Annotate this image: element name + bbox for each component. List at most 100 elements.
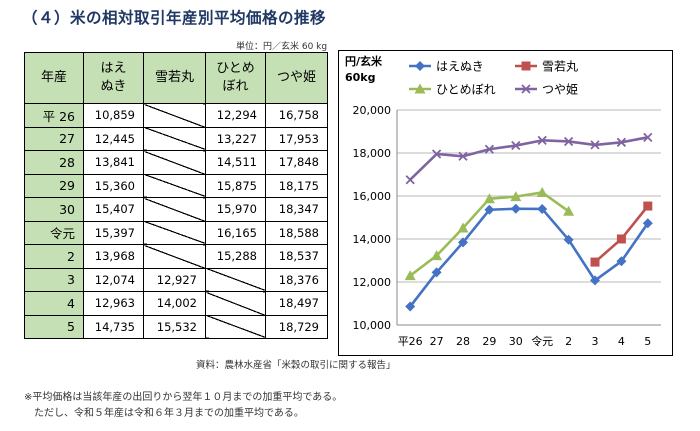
tsuyahime-cell: 18,588 [265, 220, 328, 245]
year-cell: 2 [24, 244, 84, 269]
data-point [616, 137, 627, 147]
haenuki-cell: 13,968 [83, 244, 144, 269]
series-line [409, 136, 649, 181]
data-point [563, 136, 574, 147]
year-cell: 5 [24, 314, 84, 339]
year-cell: 令元 [24, 220, 84, 245]
y-tick-label: 18,000 [353, 147, 392, 160]
data-point [431, 149, 442, 159]
unit-note: 単位：円／玄米 60 kg [236, 42, 328, 52]
hitomebore-cell [205, 314, 266, 339]
hitomebore-cell: 13,227 [205, 126, 266, 151]
data-point [537, 135, 547, 145]
data-point [510, 191, 522, 202]
x-tick-label: 30 [509, 335, 523, 348]
data-point [616, 256, 627, 267]
x-tick-label: 28 [456, 335, 470, 348]
y-tick-label: 12,000 [353, 276, 392, 289]
series-line [409, 207, 649, 308]
year-cell: 4 [24, 291, 84, 316]
table-row: 3 12,074 12,927 18,376 [24, 267, 328, 292]
source-note: 資料：農林水産省「米穀の取引に関する報告」 [196, 360, 396, 371]
table-row: 30 15,407 15,970 18,347 [24, 197, 328, 222]
year-cell: 28 [24, 150, 84, 175]
tsuyahime-cell: 18,175 [265, 173, 328, 198]
x-tick-label: 3 [592, 335, 599, 348]
haenuki-cell: 12,074 [83, 267, 144, 292]
table-row: 29 15,360 15,875 18,175 [24, 173, 328, 198]
yukiwakamaru-cell: 15,532 [143, 314, 206, 339]
y-tick-label: 20,000 [353, 104, 392, 117]
data-point [483, 193, 495, 204]
yukiwakamaru-cell: 14,002 [143, 291, 206, 316]
yukiwakamaru-cell [143, 173, 206, 198]
data-point [590, 275, 600, 286]
price-table: 年産 はえ ぬき 雪若丸 ひとめ ぼれ つや姫 平 26 10,859 12,294 16… [24, 52, 328, 339]
chart-svg: 円/玄米 60kg 10,000 12,000 14,000 16,000 18,000 20… [345, 54, 661, 348]
x-tick-label: 令元 [531, 334, 553, 348]
haenuki-cell: 10,859 [83, 103, 144, 128]
year-cell: 27 [24, 126, 84, 151]
data-point [521, 61, 531, 71]
legend-label: はえぬき [436, 60, 484, 74]
data-point [484, 144, 495, 154]
table-row: 5 14,735 15,532 18,729 [24, 314, 328, 339]
data-point [404, 270, 416, 281]
data-point [484, 204, 495, 215]
tsuyahime-cell: 18,729 [265, 314, 328, 339]
data-point [414, 83, 426, 94]
yukiwakamaru-cell [143, 126, 206, 151]
yukiwakamaru-cell [143, 220, 206, 245]
table-row: 令元 15,397 16,165 18,588 [24, 220, 328, 245]
hitomebore-cell: 15,970 [205, 197, 266, 222]
page-title: （４）米の相対取引年産別平均価格の推移 [22, 9, 327, 27]
y-axis-title: 60kg [345, 71, 376, 84]
hitomebore-cell [205, 291, 266, 316]
tsuyahime-cell: 18,347 [265, 197, 328, 222]
tsuyahime-cell: 17,848 [265, 150, 328, 175]
x-tick-label: 平26 [398, 335, 423, 348]
haenuki-cell: 13,841 [83, 150, 144, 175]
data-point [405, 175, 415, 185]
hitomebore-cell: 12,294 [205, 103, 266, 128]
table-row: 平 26 10,859 12,294 16,758 [24, 103, 328, 128]
data-point [511, 140, 521, 151]
hitomebore-cell: 14,511 [205, 150, 266, 175]
data-point [616, 234, 626, 244]
x-tick-label: 2 [565, 335, 572, 348]
header-yukiwakamaru: 雪若丸 [143, 52, 206, 104]
table-row: 27 12,445 13,227 17,953 [24, 126, 328, 151]
data-point [643, 201, 653, 211]
data-point [563, 205, 575, 216]
data-point [457, 222, 469, 233]
year-cell: 平 26 [24, 103, 84, 128]
data-point [642, 218, 653, 229]
yukiwakamaru-cell [143, 150, 206, 175]
hitomebore-cell: 15,875 [205, 173, 266, 198]
yukiwakamaru-cell [143, 244, 206, 269]
tsuyahime-cell: 18,537 [265, 244, 328, 269]
data-point [458, 237, 468, 248]
y-tick-label: 16,000 [353, 190, 392, 203]
yukiwakamaru-cell [143, 103, 206, 128]
data-point [590, 257, 600, 267]
yukiwakamaru-cell: 12,927 [143, 267, 206, 292]
haenuki-cell: 12,963 [83, 291, 144, 316]
data-point [510, 203, 521, 214]
x-tick-label: 27 [430, 335, 444, 348]
y-axis-title: 円/玄米 [345, 54, 383, 68]
yukiwakamaru-cell [143, 197, 206, 222]
hitomebore-cell [205, 267, 266, 292]
x-tick-label: 5 [644, 335, 651, 348]
header-year: 年産 [24, 52, 84, 104]
x-tick-label: 4 [618, 335, 625, 348]
legend-label: 雪若丸 [542, 60, 578, 74]
data-point [537, 203, 548, 214]
x-tick-label: 29 [482, 335, 496, 348]
footnote-1: ※平均価格は当該年産の出回りから翌年１０月までの加重平均である。 [24, 392, 343, 403]
data-point [643, 132, 653, 142]
data-point [536, 186, 548, 197]
data-point [415, 61, 425, 71]
data-point [563, 234, 574, 245]
table-row: 2 13,968 15,288 18,537 [24, 244, 328, 269]
